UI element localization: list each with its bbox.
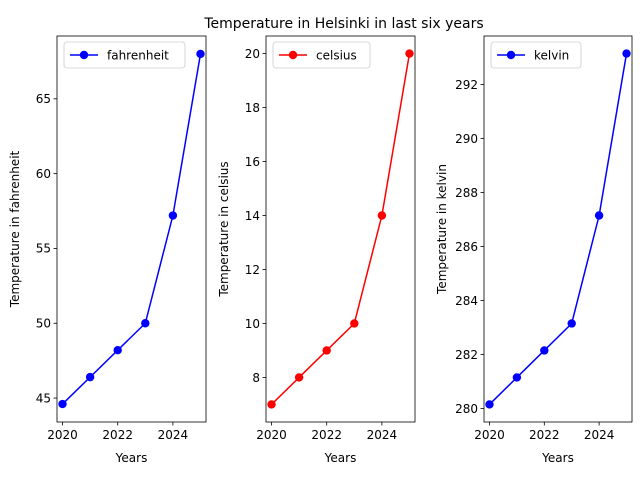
x-tick-label: 2020 [47, 428, 78, 442]
data-point-celsius-2020 [267, 400, 276, 409]
data-point-fahrenheit-2020 [58, 399, 67, 409]
y-tick-label: 55 [36, 242, 51, 256]
y-tick-label: 14 [245, 209, 260, 223]
data-point-kelvin-2020 [485, 400, 494, 409]
data-point-celsius-2025 [405, 49, 414, 58]
x-tick-label: 2024 [158, 428, 189, 442]
y-tick-label: 288 [455, 186, 478, 200]
legend-box [63, 41, 186, 69]
data-point-fahrenheit-2023 [141, 319, 150, 328]
data-point-kelvin-2023 [567, 319, 576, 328]
subplot-2: 2020 2022 2024 8 10 12 14 16 18 20 Years Temperatur… [217, 35, 416, 465]
series-line-fahrenheit [61, 53, 202, 405]
y-tick-label: 290 [455, 132, 478, 146]
x-tick-label: 2024 [584, 428, 615, 442]
legend-label-kelvin: kelvin [534, 49, 569, 63]
series-line-kelvin [488, 53, 628, 405]
legend-marker-celsius [288, 50, 298, 60]
data-point-celsius-2022 [322, 346, 331, 355]
data-point-fahrenheit-2025 [196, 49, 205, 59]
data-point-celsius-2021 [294, 373, 304, 382]
y-tick-label: 18 [245, 101, 260, 115]
figure-title: Temperature in Helsinki in last six year… [203, 16, 483, 32]
x-tick-label: 2024 [367, 428, 398, 442]
legend: celsius [272, 41, 371, 69]
data-point-kelvin-2024 [594, 211, 604, 220]
y-tick-label: 292 [455, 78, 478, 92]
legend-box [490, 41, 582, 69]
legend: kelvin [490, 41, 582, 69]
subplot-1: 2020 2022 2024 45 50 55 60 65 Years Temperature i… [8, 35, 207, 465]
subplot-3: 2020 2022 2024 280 282 284 286 288 290 292 Years Te… [435, 35, 633, 465]
legend-label-fahrenheit: fahrenheit [107, 49, 169, 63]
y-axis-label: Temperature in kelvin [435, 164, 449, 295]
y-tick-label: 284 [455, 294, 478, 308]
x-tick-label: 2020 [256, 428, 287, 442]
axes-frame [483, 35, 633, 423]
series-line-celsius [270, 53, 411, 405]
y-tick-label: 20 [245, 47, 260, 61]
data-point-kelvin-2022 [540, 346, 549, 355]
y-tick-label: 280 [455, 402, 478, 416]
x-tick-label: 2020 [474, 428, 505, 442]
y-tick-label: 16 [245, 155, 260, 169]
y-tick-label: 50 [36, 317, 51, 331]
y-tick-label: 286 [455, 240, 478, 254]
data-point-kelvin-2021 [512, 373, 522, 382]
y-axis-label: Temperature in fahrenheit [8, 150, 22, 308]
data-point-kelvin-2025 [622, 49, 631, 58]
x-tick-label: 2022 [311, 428, 342, 442]
data-point-celsius-2023 [350, 319, 359, 328]
y-tick-label: 10 [245, 317, 260, 331]
legend: fahrenheit [63, 41, 186, 69]
legend-label-celsius: celsius [316, 49, 357, 63]
x-axis-label: Years [541, 451, 574, 465]
y-tick-label: 12 [245, 263, 260, 277]
y-tick-label: 60 [36, 167, 51, 181]
legend-box [272, 41, 371, 69]
x-axis-label: Years [115, 451, 148, 465]
y-tick-label: 282 [455, 348, 478, 362]
data-point-celsius-2024 [377, 211, 387, 220]
x-axis-label: Years [324, 451, 357, 465]
x-tick-label: 2022 [529, 428, 560, 442]
data-point-fahrenheit-2022 [113, 345, 122, 355]
y-axis-label: Temperature in celsius [217, 161, 231, 297]
data-point-fahrenheit-2021 [85, 372, 95, 382]
y-tick-label: 65 [36, 92, 51, 106]
y-tick-label: 8 [252, 371, 260, 385]
legend-marker-kelvin [506, 50, 516, 60]
axes-frame [56, 35, 207, 423]
data-point-fahrenheit-2024 [168, 211, 178, 220]
y-tick-label: 45 [36, 391, 51, 405]
legend-marker-fahrenheit [79, 50, 89, 60]
axes-frame [265, 35, 416, 423]
x-tick-label: 2022 [102, 428, 133, 442]
